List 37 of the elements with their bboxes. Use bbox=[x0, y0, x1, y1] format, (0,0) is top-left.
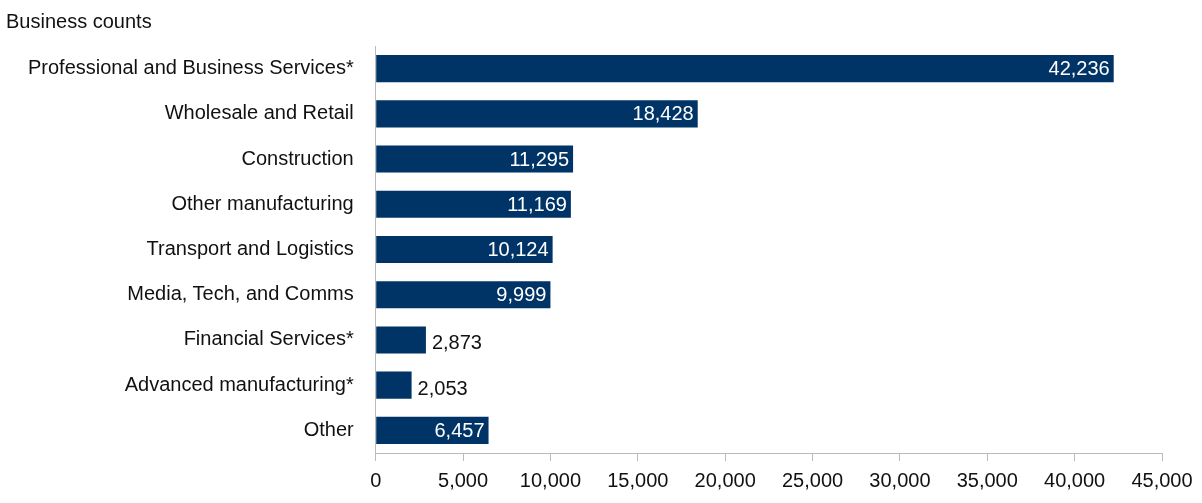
data-label: 42,236 bbox=[1048, 57, 1110, 80]
x-tick-label: 10,000 bbox=[519, 468, 582, 491]
x-tick-label: 0 bbox=[370, 468, 382, 491]
bar bbox=[376, 281, 551, 309]
y-tick-label: Other bbox=[303, 417, 355, 440]
x-tick-label: 35,000 bbox=[956, 468, 1018, 491]
y-tick-label: Transport and Logistics bbox=[146, 237, 354, 260]
y-tick-label: Advanced manufacturing* bbox=[124, 372, 354, 395]
y-tick-label: Financial Services* bbox=[183, 327, 354, 350]
bar bbox=[376, 326, 426, 354]
y-tick-label: Professional and Business Services* bbox=[27, 56, 354, 79]
data-label: 9,999 bbox=[496, 283, 547, 306]
y-tick-label: Other manufacturing bbox=[171, 191, 354, 214]
bar bbox=[376, 55, 1114, 83]
bar bbox=[376, 190, 571, 218]
x-tick-label: 25,000 bbox=[781, 468, 844, 491]
bar bbox=[376, 371, 412, 399]
y-tick-label: Wholesale and Retail bbox=[164, 101, 354, 124]
y-tick-label: Media, Tech, and Comms bbox=[127, 282, 354, 305]
data-label: 18,428 bbox=[632, 102, 694, 125]
data-label: 2,053 bbox=[417, 376, 468, 399]
bar bbox=[376, 145, 574, 173]
x-tick-label: 45,000 bbox=[1131, 468, 1193, 491]
x-tick-label: 40,000 bbox=[1044, 468, 1106, 491]
bar bbox=[376, 100, 698, 128]
x-tick-label: 5,000 bbox=[438, 468, 489, 491]
x-tick-label: 20,000 bbox=[694, 468, 756, 491]
x-tick-label: 30,000 bbox=[869, 468, 931, 491]
data-label: 11,295 bbox=[509, 147, 570, 170]
data-label: 6,457 bbox=[434, 418, 485, 441]
text: Business counts bbox=[6, 9, 152, 32]
x-tick-label: 15,000 bbox=[607, 468, 669, 491]
y-tick-label: Construction bbox=[241, 146, 354, 169]
data-label: 11,169 bbox=[507, 192, 567, 215]
bar bbox=[376, 235, 553, 264]
data-label: 2,873 bbox=[431, 331, 482, 354]
data-label: 10,124 bbox=[487, 238, 549, 261]
